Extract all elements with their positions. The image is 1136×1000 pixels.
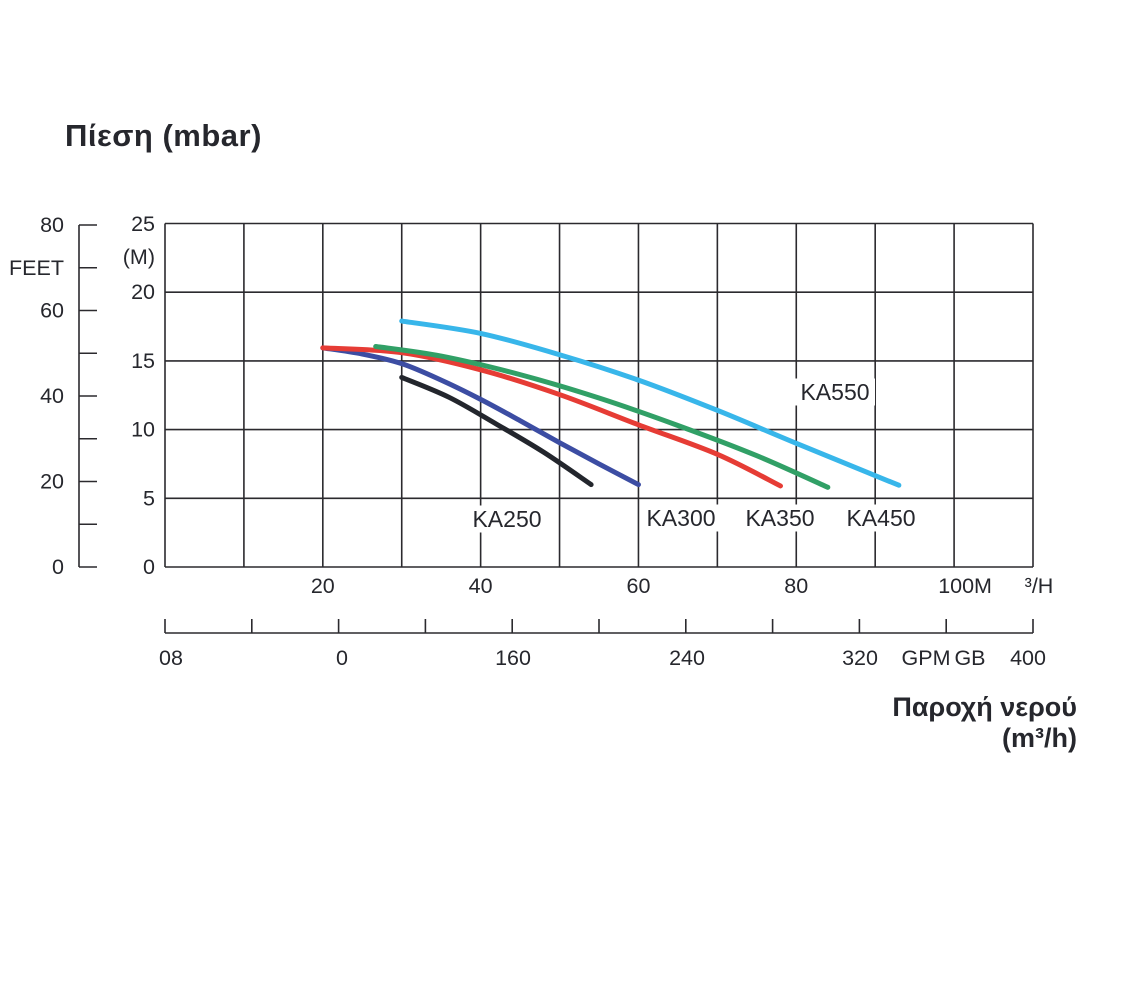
series-label-bg-ka300 [641,504,721,532]
flow-axis: 20 40 60 80 100M ³/H [311,574,1053,598]
flow-axis-label: 60 [626,574,650,598]
series-label-ka550: KA550 [800,379,869,405]
meter-axis-label: 5 [143,486,155,510]
curve-ka450 [373,343,831,490]
grid-layer [164,222,1034,568]
flow-axis-label: ³/H [1025,574,1054,598]
meter-axis-label: 10 [131,418,155,442]
curve-layer [320,318,902,490]
feet-axis-label: 0 [52,555,64,579]
meter-axis-label: 25 [131,212,155,236]
series-label-layer: KA300 KA350 KA450 KA250 KA550 [467,378,921,533]
gpm-axis: 08 0 160 240 320 GPM GB 400 [159,619,1046,670]
series-label-ka450: KA450 [846,505,915,531]
series-label-bg-ka550 [795,378,875,406]
curve-ka550 [399,318,902,488]
feet-axis-label: 40 [40,384,64,408]
gpm-axis-label: 08 [159,646,183,670]
gpm-axis-label: GPM [902,646,951,670]
feet-axis-label: 20 [40,470,64,494]
gpm-axis-label: 0 [336,646,348,670]
series-label-ka300: KA300 [646,505,715,531]
meter-axis-label: 15 [131,349,155,373]
curve-ka250 [399,374,594,488]
x-axis-title: Παροχή νερού (m³/h) [892,692,1077,753]
flow-axis-label: 80 [784,574,808,598]
flow-axis-label: 40 [469,574,493,598]
meter-axis-label: 0 [143,555,155,579]
series-label-ka350: KA350 [745,505,814,531]
series-label-bg-ka450 [841,504,921,532]
feet-axis-label: FEET [9,256,64,280]
feet-axis-label: 80 [40,213,64,237]
meter-axis: 25 (M) 20 15 10 5 0 [123,212,155,579]
feet-axis: 80 FEET 60 40 20 0 [9,213,97,579]
flow-axis-label: 20 [311,574,335,598]
gpm-axis-label: 160 [495,646,531,670]
series-label-bg-ka350 [740,504,820,532]
curve-ka300 [320,345,641,488]
gpm-axis-label: GB [954,646,985,670]
meter-axis-label: (M) [123,245,155,269]
flow-axis-label: 100M [938,574,992,598]
chart-title: Πίεση (mbar) [65,118,262,153]
meter-axis-label: 20 [131,280,155,304]
gpm-axis-label: 400 [1010,646,1046,670]
series-label-ka250: KA250 [472,506,541,532]
gpm-axis-label: 320 [842,646,878,670]
gpm-axis-label: 240 [669,646,705,670]
series-label-bg-ka250 [467,505,547,533]
curve-ka350 [320,345,783,489]
feet-axis-label: 60 [40,299,64,323]
